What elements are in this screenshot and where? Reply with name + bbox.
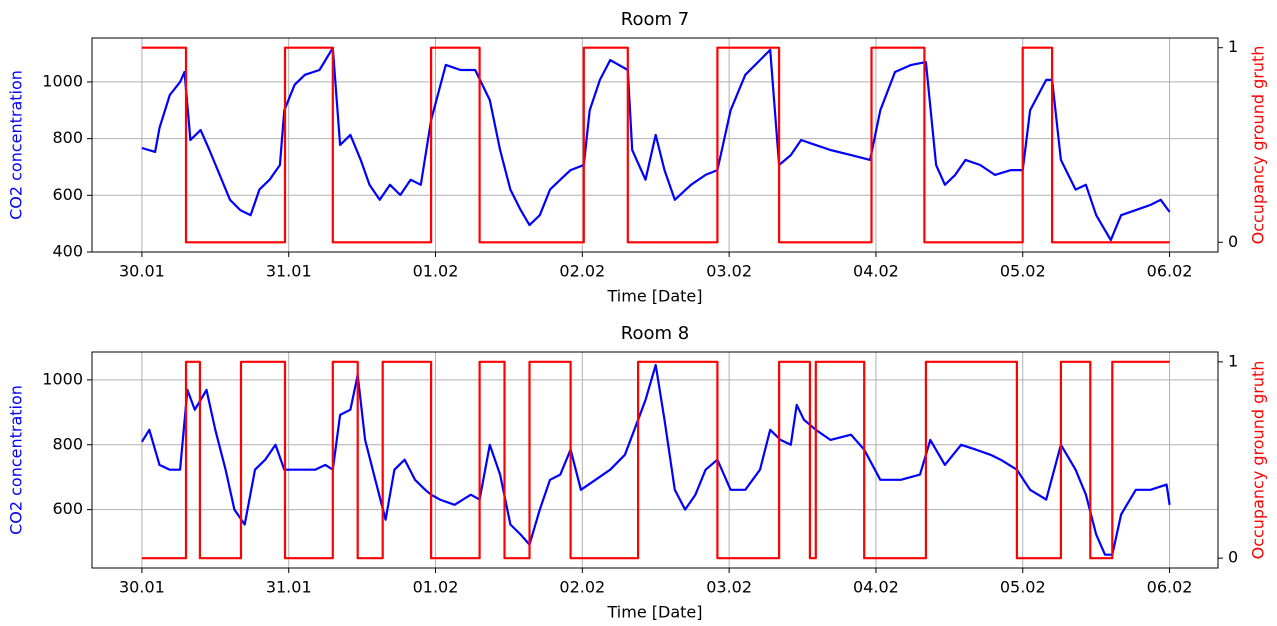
plot-frame (91, 37, 1219, 253)
y2-tick-label: 0 (1228, 232, 1238, 251)
y-tick-label: 800 (52, 128, 83, 147)
y2-tick-label: 0 (1228, 548, 1238, 567)
x-tick-label: 02.02 (559, 262, 605, 281)
y-axis-label: CO2 concentration (7, 385, 26, 535)
x-tick-label: 31.01 (266, 262, 312, 281)
occupancy-line (141, 46, 1170, 244)
chart-title: Room 7 (621, 9, 689, 30)
x-tick-label: 01.02 (413, 262, 459, 281)
x-tick-label: 06.02 (1147, 578, 1193, 597)
x-axis-label: Time [Date] (607, 603, 703, 622)
co2-line (141, 46, 1171, 242)
x-tick-label: 31.01 (266, 578, 312, 597)
y-tick-label: 1000 (42, 71, 83, 90)
y-tick-label: 1000 (42, 369, 83, 388)
x-tick-label: 05.02 (1000, 262, 1046, 281)
x-tick-label: 05.02 (1000, 578, 1046, 597)
x-tick-label: 03.02 (706, 578, 752, 597)
x-tick-label: 02.02 (559, 578, 605, 597)
x-axis-label: Time [Date] (607, 287, 703, 306)
y2-tick-label: 1 (1228, 37, 1238, 56)
x-tick-label: 01.02 (413, 578, 459, 597)
x-tick-label: 30.01 (119, 262, 165, 281)
y2-axis-label: Occupancy ground gruth (1249, 46, 1268, 245)
occupancy-line (141, 360, 1170, 560)
co2-line (140, 363, 1171, 556)
y2-tick-label: 1 (1228, 351, 1238, 370)
plot-frame (91, 351, 1219, 569)
y-tick-label: 400 (52, 242, 83, 261)
x-tick-label: 03.02 (706, 262, 752, 281)
y-axis-label: CO2 concentration (7, 70, 26, 220)
x-tick-label: 30.01 (119, 578, 165, 597)
x-tick-label: 04.02 (853, 262, 899, 281)
y-tick-label: 600 (52, 185, 83, 204)
y-tick-label: 800 (52, 434, 83, 453)
y2-axis-label: Occupancy ground gruth (1249, 361, 1268, 560)
y-tick-label: 600 (52, 499, 83, 518)
x-tick-label: 04.02 (853, 578, 899, 597)
chart-title: Room 8 (621, 323, 689, 344)
x-tick-label: 06.02 (1147, 262, 1193, 281)
